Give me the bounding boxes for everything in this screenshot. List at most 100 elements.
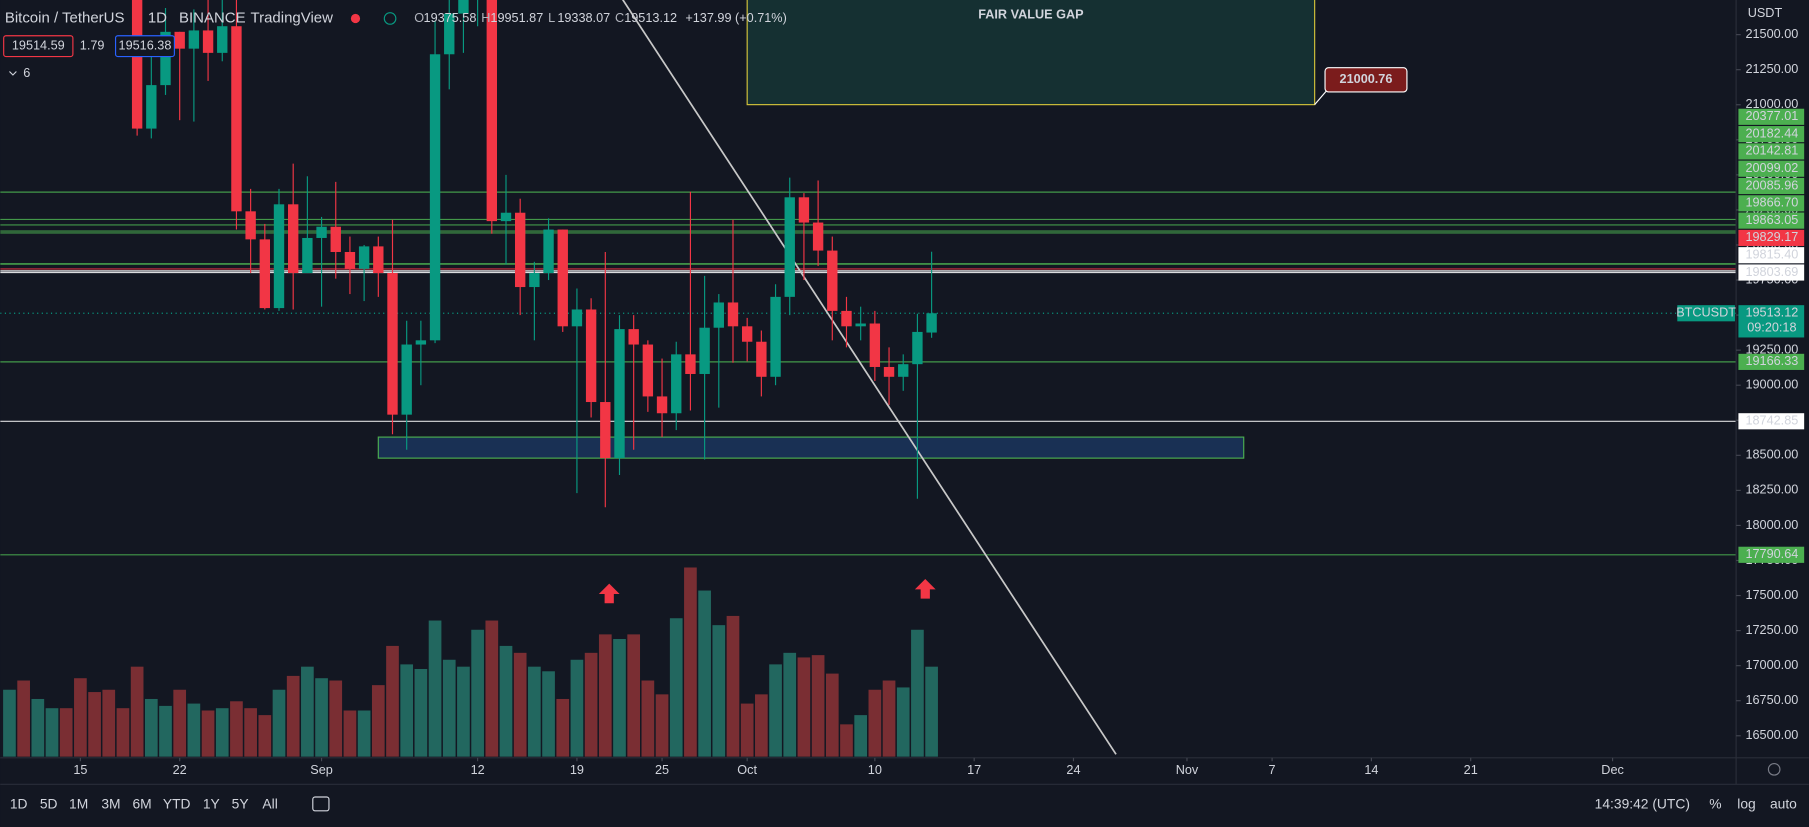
bid-box[interactable] <box>3 35 74 58</box>
candle-body <box>841 310 852 327</box>
volume-bar <box>797 657 811 757</box>
symbol-tag-label: BTCUSDT <box>1676 306 1736 320</box>
y-tick-label: 21250.00 <box>1745 62 1798 76</box>
volume-bar <box>315 678 328 757</box>
volume-bar <box>329 680 343 757</box>
volume-bar <box>868 689 882 757</box>
settings-icon[interactable] <box>1767 762 1781 776</box>
scale-option[interactable]: % <box>1709 796 1721 812</box>
candle-body <box>656 396 668 414</box>
ohlc-value: 19375.58 <box>424 11 477 25</box>
volume-bar <box>570 659 584 757</box>
candle-body <box>855 323 866 327</box>
ask: 19516.38 <box>119 38 172 52</box>
level-label: 19866.70 <box>1745 196 1798 210</box>
status-icon <box>383 12 397 25</box>
range-button[interactable]: All <box>262 796 277 812</box>
volume-bar <box>59 708 73 757</box>
level-label: 19863.05 <box>1745 213 1798 227</box>
current-price-box <box>1738 305 1805 338</box>
x-tick-label: 15 <box>73 763 87 777</box>
range-button[interactable]: 3M <box>101 796 120 812</box>
volume-bar <box>201 710 215 757</box>
volume-bar <box>627 634 641 757</box>
range-button[interactable]: 1Y <box>203 796 220 812</box>
date-range-icon[interactable] <box>312 796 330 812</box>
volume-bar <box>173 689 187 757</box>
level-label-box <box>1738 264 1805 281</box>
candle-body <box>316 226 327 238</box>
candle-body <box>898 364 909 377</box>
candle-body <box>387 273 398 415</box>
candle-body <box>217 26 228 53</box>
volume-bar <box>542 671 555 757</box>
range-button[interactable]: 1M <box>69 796 88 812</box>
level-label-box <box>1738 126 1805 143</box>
volume-bar <box>371 685 385 757</box>
scale-option[interactable]: auto <box>1770 796 1797 812</box>
level-label-box <box>1738 212 1805 229</box>
candle-body <box>812 222 824 251</box>
y-tick-label: 17500.00 <box>1745 588 1798 602</box>
ohlc-key: H <box>481 11 490 25</box>
y-tick-label: 21500.00 <box>1745 27 1798 41</box>
candle-body <box>784 197 795 297</box>
volume-bar <box>457 666 470 757</box>
symbol-tag <box>1677 305 1735 322</box>
level-label: 19803.69 <box>1745 265 1798 279</box>
y-tick-label: 19250.00 <box>1745 342 1798 356</box>
volume-bar <box>102 689 116 757</box>
x-tick-label: Nov <box>1176 763 1199 777</box>
signal-arrow <box>598 583 620 604</box>
level-label: 20085.96 <box>1745 178 1798 192</box>
candle-body <box>444 13 455 55</box>
candle-body <box>713 302 724 328</box>
flag-icon[interactable] <box>350 13 361 24</box>
volume-bar <box>896 687 910 757</box>
volume-bar <box>286 675 300 757</box>
level-label: 17790.64 <box>1745 547 1798 561</box>
range-button[interactable]: 5Y <box>232 796 249 812</box>
candle-body <box>302 237 313 274</box>
currency-label: USDT <box>1748 6 1783 20</box>
level-label: 20099.02 <box>1745 161 1798 175</box>
candle-body <box>245 211 256 240</box>
range-button[interactable]: YTD <box>163 796 191 812</box>
level-label-box <box>1738 177 1805 195</box>
scale-option[interactable]: log <box>1737 796 1755 812</box>
volume-bar <box>428 620 442 757</box>
level-label: 20182.44 <box>1745 126 1798 140</box>
volume-bar <box>755 694 768 757</box>
range-button[interactable]: 6M <box>132 796 151 812</box>
volume-bar <box>187 703 201 757</box>
volume-bar <box>130 666 144 757</box>
ask-box[interactable] <box>114 35 175 58</box>
x-tick-label: 22 <box>173 763 187 777</box>
range-button[interactable]: 1D <box>10 796 28 812</box>
level-label: 19815.40 <box>1745 248 1798 262</box>
interval: 1D <box>148 9 167 26</box>
range-button[interactable]: 5D <box>40 796 58 812</box>
candle-body <box>330 226 341 252</box>
y-tick-label: 21000.00 <box>1745 97 1798 111</box>
chevron[interactable] <box>9 71 17 76</box>
annotation-label: 21000.76 <box>1340 72 1393 86</box>
source: TradingView <box>251 9 334 26</box>
ohlc-key: C <box>615 11 624 25</box>
level-label: 19829.17 <box>1745 230 1798 244</box>
candle-body <box>202 30 214 53</box>
volume-bar <box>144 698 158 757</box>
volume-bar <box>485 620 499 757</box>
candle-body <box>926 313 937 333</box>
candle-body <box>727 302 739 327</box>
volume-bar <box>882 680 896 757</box>
level-label-box <box>1738 353 1805 370</box>
level-label-box <box>1738 108 1805 125</box>
volume-bar <box>17 680 30 757</box>
candle-body <box>557 229 568 327</box>
indicator-count[interactable]: 6 <box>23 66 30 80</box>
candle-body <box>344 251 356 269</box>
spread: 1.79 <box>80 38 105 52</box>
candle-body <box>869 323 881 367</box>
